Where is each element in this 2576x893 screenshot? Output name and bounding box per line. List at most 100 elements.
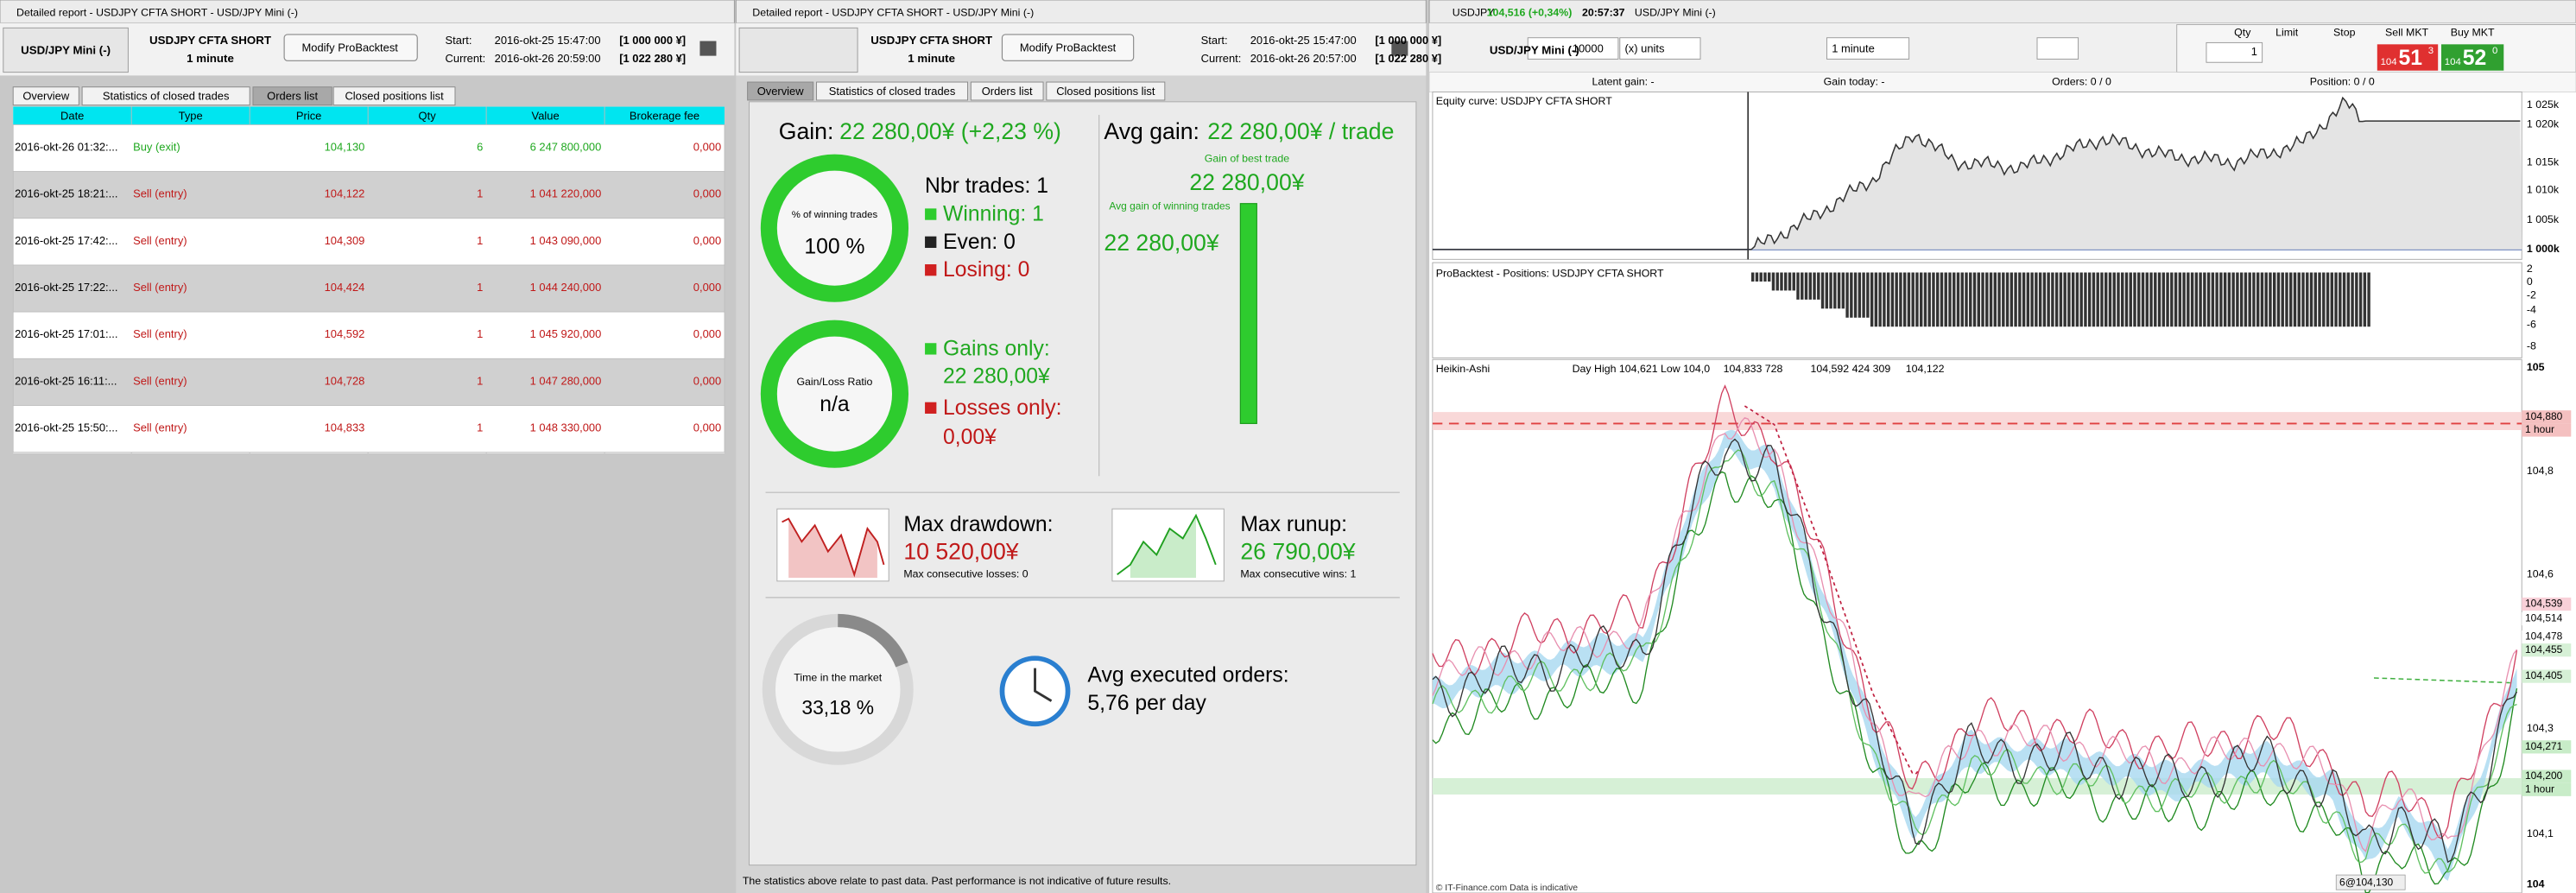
position-bar	[1940, 272, 1944, 327]
position-bar	[2154, 272, 2157, 327]
quantity-input[interactable]	[1527, 37, 1619, 60]
position-bar	[1960, 272, 1964, 327]
tab[interactable]	[1046, 81, 1166, 101]
position-bar	[1862, 272, 1865, 318]
axis-label: 104,1	[2527, 827, 2554, 839]
position-bar	[2289, 272, 2293, 327]
tab-label[interactable]: Closed positions list	[1056, 85, 1155, 98]
losses-only: Losses only:	[943, 396, 1061, 420]
avg-win-label: Avg gain of winning trades	[1109, 200, 1230, 212]
position-bar	[2273, 272, 2276, 327]
ring	[760, 320, 909, 468]
tab-label[interactable]: Statistics of closed trades	[829, 85, 956, 98]
order-qty-input[interactable]	[2206, 41, 2263, 63]
buy-button[interactable]	[2441, 44, 2504, 71]
buy-price[interactable]: 104	[2445, 57, 2461, 67]
tab[interactable]	[252, 86, 332, 106]
button[interactable]	[1001, 34, 1135, 61]
order-marker: 6@104,130	[2339, 877, 2393, 889]
buy-price[interactable]: 0	[2492, 46, 2497, 56]
tab-label[interactable]: Orders list	[982, 85, 1033, 98]
position-bar	[2108, 272, 2112, 327]
price-tag	[2522, 669, 2572, 683]
gains-only-value: 22 280,00¥	[943, 365, 1050, 389]
order-qty[interactable]: 1	[2251, 45, 2257, 58]
table-cell: 1 047 280,000	[530, 374, 602, 387]
axis-label: 104,6	[2527, 568, 2554, 580]
timeframe[interactable]: 1 minute	[1832, 41, 1875, 54]
tab-label[interactable]: Closed positions list	[345, 90, 444, 103]
tab[interactable]	[332, 86, 456, 106]
button-label[interactable]: Modify ProBacktest	[1020, 41, 1117, 54]
table-cell: 0,000	[693, 421, 721, 434]
units[interactable]: (x) units	[1624, 41, 1664, 54]
price-tag	[2522, 782, 2572, 796]
best-trade: 22 280,00¥	[1189, 169, 1304, 195]
tab-label[interactable]: Orders list	[267, 90, 318, 103]
window-title: Detailed report - USDJPY CFTA SHORT - US…	[16, 6, 298, 18]
tab-label[interactable]: Statistics of closed trades	[103, 90, 230, 103]
table-cell: 1 043 090,000	[530, 234, 602, 247]
print-icon[interactable]	[699, 41, 717, 56]
tab-label[interactable]: Overview	[22, 90, 70, 103]
position-bar	[1902, 272, 1907, 327]
position-bar	[2014, 272, 2017, 327]
tab[interactable]	[970, 81, 1044, 101]
button[interactable]	[283, 34, 418, 61]
position-bar	[2117, 272, 2120, 327]
price-tag-label: 104,271	[2525, 740, 2563, 752]
ratio-label: Gain/Loss Ratio	[796, 376, 872, 388]
price-tag-label: 104,455	[2525, 643, 2563, 656]
print-icon[interactable]	[1391, 41, 1408, 56]
tab[interactable]	[81, 86, 250, 106]
timeframe-select[interactable]	[1826, 37, 1910, 60]
price-line	[1432, 438, 2518, 864]
position-bar	[1837, 272, 1841, 309]
sell-price[interactable]: 51	[2399, 47, 2423, 70]
quantity[interactable]: 10000	[1573, 41, 1604, 54]
graphics	[1432, 96, 2522, 893]
price-line	[1432, 471, 2518, 893]
tab[interactable]	[816, 81, 969, 101]
level-line	[2373, 677, 2514, 684]
tab[interactable]	[747, 81, 814, 101]
order-marker-box	[2335, 874, 2406, 890]
position-bar	[1899, 272, 1902, 327]
consec-losses: Max consecutive losses: 0	[903, 568, 1028, 580]
start: 2016-okt-25 15:47:00	[1250, 34, 1357, 47]
clock: 20:57:37	[1582, 6, 1625, 18]
position-bar	[2178, 272, 2182, 327]
buy-price[interactable]: 52	[2463, 47, 2487, 70]
chart-type-select[interactable]	[2036, 37, 2079, 60]
tab-label[interactable]: Overview	[757, 85, 805, 98]
order-label: Qty	[2234, 26, 2251, 38]
price-info: Day High 104,621 Low 104,0	[1573, 363, 1711, 375]
tab[interactable]	[12, 86, 79, 106]
position-bar	[2129, 272, 2132, 327]
column-header: Date	[60, 109, 84, 122]
column-header: Brokerage fee	[630, 109, 699, 122]
position-bar	[2313, 272, 2317, 327]
drawdown-area	[788, 518, 877, 579]
sell-price[interactable]: 3	[2428, 46, 2434, 56]
table-cell: 104,424	[325, 281, 365, 294]
axis-label: -6	[2527, 319, 2536, 331]
axis-label: 1 015k	[2527, 155, 2560, 168]
price-tag-label: 104,200	[2525, 770, 2563, 782]
units-select[interactable]	[1619, 37, 1701, 60]
axis-label: 105	[2527, 361, 2545, 373]
symbol: USDJPY	[1453, 6, 1495, 18]
table-cell: Sell (entry)	[133, 234, 187, 247]
order-label: Limit	[2275, 26, 2299, 38]
position-bar	[1936, 272, 1940, 327]
table-cell: Buy (exit)	[133, 140, 180, 153]
position-bar	[2199, 272, 2202, 327]
sell-button[interactable]	[2377, 44, 2439, 71]
timeframe: 1 minute	[908, 52, 955, 65]
position-bar	[1755, 272, 1759, 282]
button-label[interactable]: Modify ProBacktest	[302, 41, 399, 54]
position-bar	[1989, 272, 1993, 327]
position-bar	[2124, 272, 2129, 327]
sell-price[interactable]: 104	[2381, 57, 2397, 67]
position-bar	[1890, 272, 1895, 327]
